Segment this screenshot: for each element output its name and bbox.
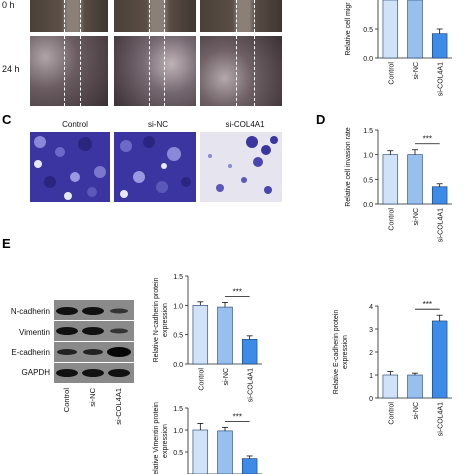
panel-label-c: C bbox=[2, 112, 12, 127]
invasion-image-si-col4a1 bbox=[200, 132, 282, 202]
ncadherin-bar bbox=[192, 305, 209, 365]
vimentin-bar bbox=[241, 458, 258, 474]
chart-migration: 0.0 0.5 Relative cell migr Control si-NC si-C… bbox=[345, 0, 452, 96]
ncadherin-x-tick-label: si-NC bbox=[223, 368, 230, 386]
panel-label-d: D bbox=[316, 112, 326, 127]
invasion-bar bbox=[431, 186, 448, 205]
invasion-cells-si-col4a1 bbox=[208, 136, 278, 194]
chart-invasion: 0.0 0.5 1.0 1.5 Relative cell invasion rate C… bbox=[345, 127, 452, 242]
ncadherin-y-axis-label: Relative N-cadherin protein bbox=[153, 277, 160, 362]
invasion-cells-si-nc bbox=[120, 136, 191, 198]
ncadherin-significance-label: *** bbox=[233, 287, 242, 296]
ecadherin-y-tick-label: 1 bbox=[369, 373, 373, 380]
ecadherin-x-tick-label: si-NC bbox=[413, 402, 420, 420]
vimentin-significance-label: *** bbox=[233, 412, 242, 421]
ncadherin-x-tick-label: Control bbox=[198, 368, 205, 391]
ecadherin-y-tick-label: 2 bbox=[369, 350, 373, 357]
migration-x-tick-label: si-NC bbox=[413, 62, 420, 80]
vimentin-y-axis-label: Relative Vimentin protein bbox=[153, 402, 160, 474]
blot-strip-n-cadherin bbox=[54, 300, 134, 320]
invasion-x-tick-label: Control bbox=[388, 208, 395, 231]
invasion-col-label-si-nc: si-NC bbox=[148, 120, 168, 129]
invasion-bar bbox=[382, 154, 399, 205]
invasion-y-tick-label: 0.5 bbox=[363, 177, 373, 184]
invasion-col-label-control: Control bbox=[62, 120, 88, 129]
vimentin-bar bbox=[217, 430, 233, 474]
ecadherin-x-tick-label: Control bbox=[388, 402, 395, 425]
ncadherin-y-tick-label: 0.0 bbox=[173, 362, 183, 369]
blot-strip-vimentin bbox=[54, 321, 134, 341]
ncadherin-y-tick-label: 0.5 bbox=[173, 333, 183, 340]
ecadherin-y-axis-label: Relative E-cadherin protein bbox=[333, 310, 340, 395]
invasion-significance-label: *** bbox=[423, 135, 432, 144]
invasion-y-tick-label: 0.0 bbox=[363, 202, 373, 209]
chart-ecadherin: 0 1 2 3 4 Relative E-cadherin protein expressi… bbox=[333, 300, 452, 436]
ecadherin-y-tick-label: 0 bbox=[369, 396, 373, 403]
wound-image-0h-si-nc bbox=[114, 0, 196, 32]
vimentin-y-tick-label: 1.0 bbox=[173, 428, 183, 435]
ncadherin-x-tick-label: si-COL4A1 bbox=[248, 368, 255, 402]
invasion-image-control bbox=[30, 132, 110, 202]
migration-y-tick-label: 0.0 bbox=[363, 56, 373, 63]
panel-label-e: E bbox=[2, 236, 11, 251]
ncadherin-bar bbox=[217, 306, 233, 365]
ncadherin-y-tick-label: 1.5 bbox=[173, 274, 183, 281]
ecadherin-bar bbox=[407, 374, 423, 399]
blot-label-e-cadherin: E-cadherin bbox=[11, 348, 50, 357]
invasion-y-axis-label: Relative cell invasion rate bbox=[345, 127, 352, 206]
ecadherin-x-tick-label: si-COL4A1 bbox=[438, 402, 445, 436]
invasion-y-tick-label: 1.0 bbox=[363, 153, 373, 160]
blot-label-n-cadherin: N-cadherin bbox=[10, 307, 50, 316]
chart-vimentin: 0.5 1.0 1.5 Relative Vimentin protein expres… bbox=[153, 402, 262, 474]
vimentin-bar bbox=[192, 429, 209, 474]
ncadherin-y-axis-label: expression bbox=[162, 303, 169, 337]
ncadherin-y-tick-label: 1.0 bbox=[173, 303, 183, 310]
migration-bar bbox=[382, 0, 399, 59]
blot-strip-e-cadherin bbox=[54, 342, 134, 362]
blot-strip-gapdh bbox=[54, 363, 134, 383]
invasion-y-tick-label: 1.5 bbox=[363, 128, 373, 135]
migration-bar bbox=[407, 0, 423, 59]
wound-image-24h-si-col4a1 bbox=[200, 36, 282, 106]
migration-y-axis-label: Relative cell migr bbox=[345, 2, 352, 56]
migration-y-tick-label: 0.5 bbox=[363, 27, 373, 34]
migration-x-tick-label: Control bbox=[388, 62, 395, 85]
invasion-col-label-si-col4a1: si-COL4A1 bbox=[225, 120, 265, 129]
chart-ncadherin: 0.0 0.5 1.0 1.5 Relative N-cadherin protein e… bbox=[153, 274, 262, 402]
ecadherin-y-tick-label: 4 bbox=[369, 304, 373, 311]
ecadherin-y-axis-label: expression bbox=[342, 335, 349, 369]
invasion-image-si-nc bbox=[114, 132, 196, 202]
invasion-x-tick-label: si-NC bbox=[413, 208, 420, 226]
ecadherin-y-tick-label: 3 bbox=[369, 327, 373, 334]
wound-row-label-0h: 0 h bbox=[2, 0, 15, 10]
migration-x-tick-label: si-COL4A1 bbox=[438, 62, 445, 96]
blot-label-vimentin: Vimentin bbox=[19, 328, 50, 337]
wound-image-24h-control bbox=[30, 36, 108, 106]
wound-image-0h-si-col4a1 bbox=[200, 0, 282, 32]
migration-bar bbox=[431, 33, 448, 59]
wound-image-24h-si-nc bbox=[114, 36, 196, 106]
invasion-cells-control bbox=[34, 136, 106, 200]
ecadherin-bar bbox=[382, 374, 399, 399]
blot-label-gapdh: GAPDH bbox=[21, 368, 50, 377]
invasion-x-tick-label: si-COL4A1 bbox=[438, 208, 445, 242]
invasion-bar bbox=[407, 154, 423, 205]
vimentin-y-tick-label: 1.5 bbox=[173, 406, 183, 413]
ecadherin-significance-label: *** bbox=[423, 300, 432, 309]
wound-row-label-24h: 24 h bbox=[2, 64, 20, 74]
wound-image-0h-control bbox=[30, 0, 108, 32]
vimentin-y-tick-label: 0.5 bbox=[173, 450, 183, 457]
ncadherin-bar bbox=[241, 339, 258, 365]
ecadherin-bar bbox=[431, 320, 448, 399]
vimentin-y-axis-label: expression bbox=[162, 424, 169, 458]
